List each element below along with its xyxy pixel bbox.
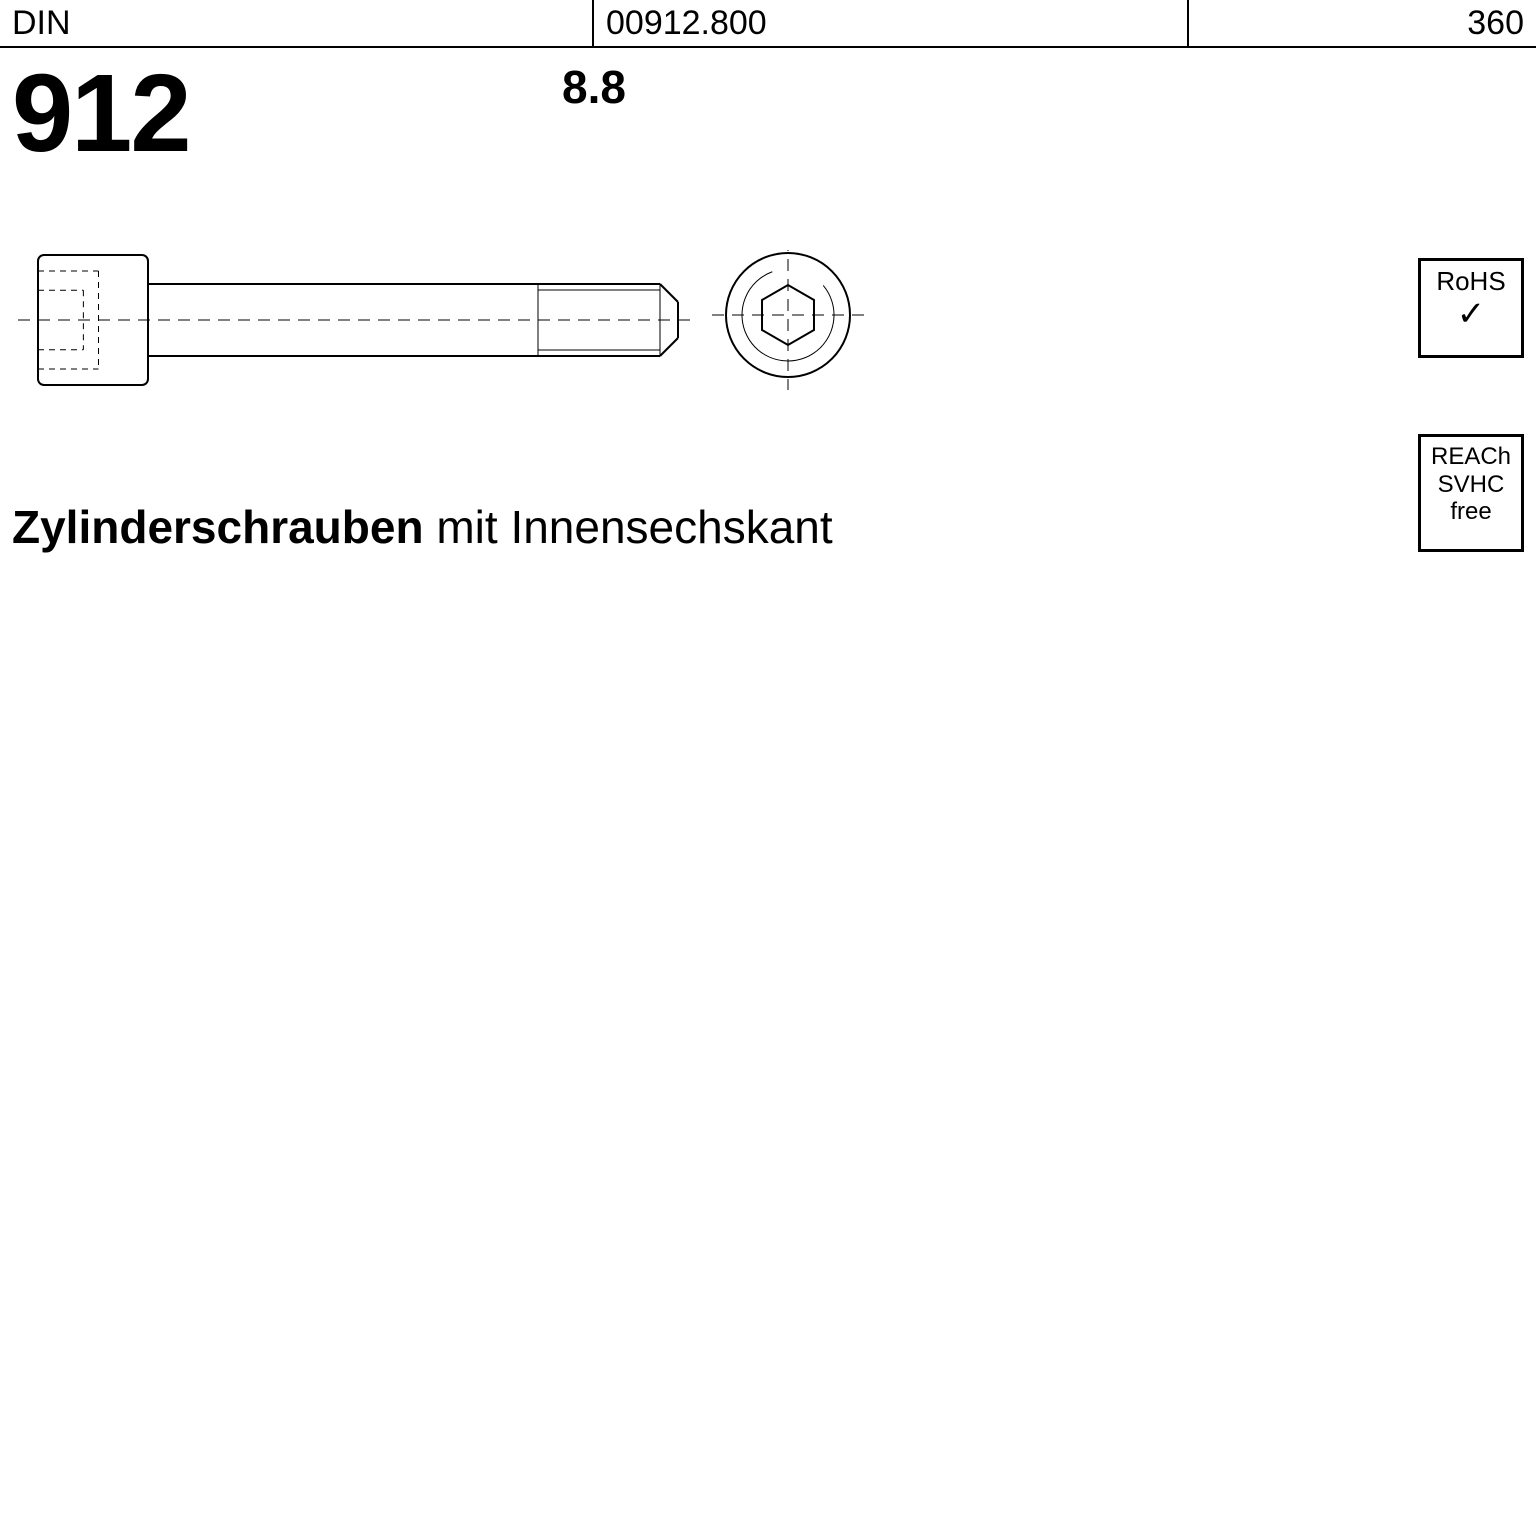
check-icon: ✓ xyxy=(1421,297,1521,331)
reach-line3: free xyxy=(1421,498,1521,526)
description-bold: Zylinderschrauben xyxy=(12,501,424,553)
reach-line1: REACh xyxy=(1421,443,1521,471)
standard-number: 912 xyxy=(12,50,190,177)
reach-line2: SVHC xyxy=(1421,471,1521,499)
description-rest: mit Innensechskant xyxy=(424,501,833,553)
header-article-code: 00912.800 xyxy=(594,0,1189,46)
technical-drawing xyxy=(18,250,878,390)
strength-grade: 8.8 xyxy=(562,60,626,114)
header-row: DIN 00912.800 360 xyxy=(0,0,1536,48)
product-description: Zylinderschrauben mit Innensechskant xyxy=(12,500,833,554)
reach-badge: REACh SVHC free xyxy=(1418,434,1524,552)
rohs-badge: RoHS ✓ xyxy=(1418,258,1524,358)
rohs-label: RoHS xyxy=(1421,267,1521,297)
header-standard-label: DIN xyxy=(0,0,594,46)
header-right-code: 360 xyxy=(1189,0,1536,46)
